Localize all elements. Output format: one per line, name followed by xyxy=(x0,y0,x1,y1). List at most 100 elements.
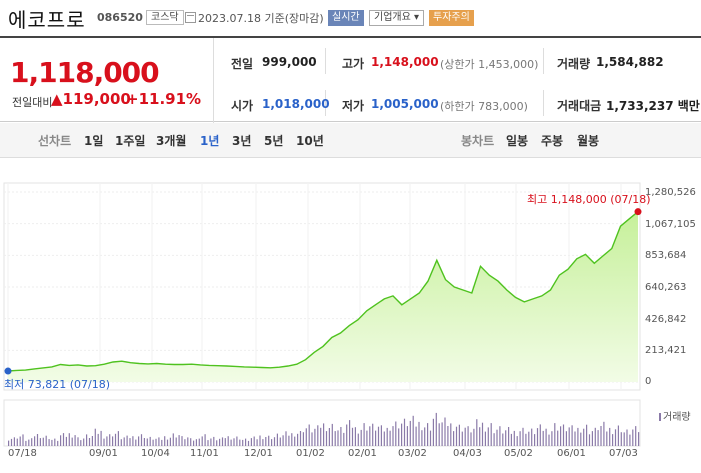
volume-bar xyxy=(534,434,536,446)
volume-bar xyxy=(233,438,235,446)
volume-bar xyxy=(253,436,255,446)
volume-bar xyxy=(565,431,567,446)
volume-bar xyxy=(334,431,336,446)
open-value: 1,018,000 xyxy=(262,97,330,111)
market-badge: 코스닥 xyxy=(146,10,184,25)
volume-bar xyxy=(412,415,414,446)
volume-bar xyxy=(398,428,400,446)
trade-value-label: 거래대금 xyxy=(557,99,602,113)
y-tick-label: 1,280,526 xyxy=(645,187,696,198)
volume-bar xyxy=(210,438,212,446)
tab-monthly-candle[interactable]: 월봉 xyxy=(577,134,600,148)
volume-bar xyxy=(230,439,232,446)
volume-bar xyxy=(172,433,174,446)
volume-bar xyxy=(505,430,507,447)
x-tick-label: 07/18 xyxy=(8,448,37,459)
price-chart[interactable] xyxy=(0,158,701,473)
stat-divider xyxy=(543,90,544,116)
volume-bar xyxy=(545,428,547,446)
x-tick-label: 12/01 xyxy=(244,448,273,459)
volume-bar xyxy=(94,428,96,446)
current-price: 1,118,000 xyxy=(10,56,160,89)
volume-bar xyxy=(48,439,50,446)
tab-3-months[interactable]: 3개월 xyxy=(156,134,187,148)
volume-bar xyxy=(216,440,218,446)
volume-frame xyxy=(3,399,641,447)
volume-bar xyxy=(363,423,365,446)
volume-bar xyxy=(320,427,322,446)
candle-chart-label: 봉차트 xyxy=(461,134,495,148)
volume-bar xyxy=(421,430,423,446)
volume-bar xyxy=(297,433,299,446)
volume-bar xyxy=(369,426,371,446)
realtime-button[interactable]: 실시간 xyxy=(328,10,364,26)
volume-bar xyxy=(557,430,559,446)
volume-bar xyxy=(551,431,553,446)
volume-bar xyxy=(138,436,140,446)
volume-bar xyxy=(346,424,348,446)
volume-bar xyxy=(528,431,530,446)
tab-1-week[interactable]: 1주일 xyxy=(115,134,146,148)
volume-bar xyxy=(375,430,377,446)
volume-bar xyxy=(282,435,284,446)
volume-bar xyxy=(629,434,631,446)
volume-bar xyxy=(273,437,276,446)
volume-legend-swatch xyxy=(659,413,661,421)
volume-bar xyxy=(259,435,261,446)
stat-divider xyxy=(325,90,326,116)
volume-bar xyxy=(372,423,374,446)
volume-bar xyxy=(499,426,501,446)
volume-bar xyxy=(586,424,588,446)
volume-bar xyxy=(22,434,24,446)
tab-1-day[interactable]: 1일 xyxy=(84,134,104,148)
volume-bar xyxy=(493,433,495,446)
x-tick-label: 03/02 xyxy=(398,448,427,459)
volume-bar xyxy=(360,429,362,446)
volume-bar xyxy=(31,438,33,446)
volume-bar xyxy=(337,430,339,446)
tab-10-years[interactable]: 10년 xyxy=(296,134,324,148)
stat-divider xyxy=(543,48,544,74)
y-tick-label: 0 xyxy=(645,376,652,387)
volume-bar xyxy=(169,437,171,446)
tab-3-years[interactable]: 3년 xyxy=(232,134,252,148)
investment-warning-badge[interactable]: 투자주의 xyxy=(429,10,474,26)
y-tick-label: 426,842 xyxy=(645,314,687,325)
high-label: 고가 xyxy=(342,57,365,71)
volume-bar xyxy=(476,419,478,446)
volume-bar xyxy=(187,437,189,446)
volume-bar xyxy=(447,426,449,446)
volume-bar xyxy=(276,433,278,446)
volume-bar xyxy=(91,436,93,446)
company-overview-dropdown[interactable]: 기업개요 ▾ xyxy=(369,10,424,26)
volume-bar xyxy=(311,432,313,446)
volume-bar xyxy=(126,435,128,446)
volume-bar xyxy=(155,438,157,446)
tab-daily-candle[interactable]: 일봉 xyxy=(506,134,529,148)
tab-5-years[interactable]: 5년 xyxy=(264,134,284,148)
volume-bar xyxy=(513,430,515,446)
volume-bar xyxy=(224,438,226,446)
volume-bar xyxy=(10,438,13,446)
change-percent: +11.91% xyxy=(126,90,202,108)
volume-bar xyxy=(574,431,576,446)
volume-bar xyxy=(302,432,304,446)
tab-1-year[interactable]: 1년 xyxy=(200,134,220,148)
trade-value: 1,733,237 백만 xyxy=(606,99,700,113)
volume-bar xyxy=(262,439,264,446)
volume-bar xyxy=(389,430,391,446)
volume-bar xyxy=(271,439,273,446)
volume-bar xyxy=(343,432,345,446)
volume-bar xyxy=(577,427,579,446)
tab-weekly-candle[interactable]: 주봉 xyxy=(541,134,564,148)
low-value: 1,005,000 xyxy=(371,97,439,111)
volume-bar xyxy=(175,437,177,446)
volume-bar xyxy=(109,434,111,446)
panel-divider xyxy=(213,38,214,123)
y-tick-label: 1,067,105 xyxy=(645,219,696,230)
volume-bar xyxy=(351,427,354,446)
price-panel: 1,118,000 전일대비 ▲119,000 +11.91% 전일 999,0… xyxy=(0,36,701,123)
volume-label: 거래량 xyxy=(557,57,591,71)
low-annotation: 최저 73,821 (07/18) xyxy=(4,378,111,391)
volume-bar xyxy=(401,423,403,446)
